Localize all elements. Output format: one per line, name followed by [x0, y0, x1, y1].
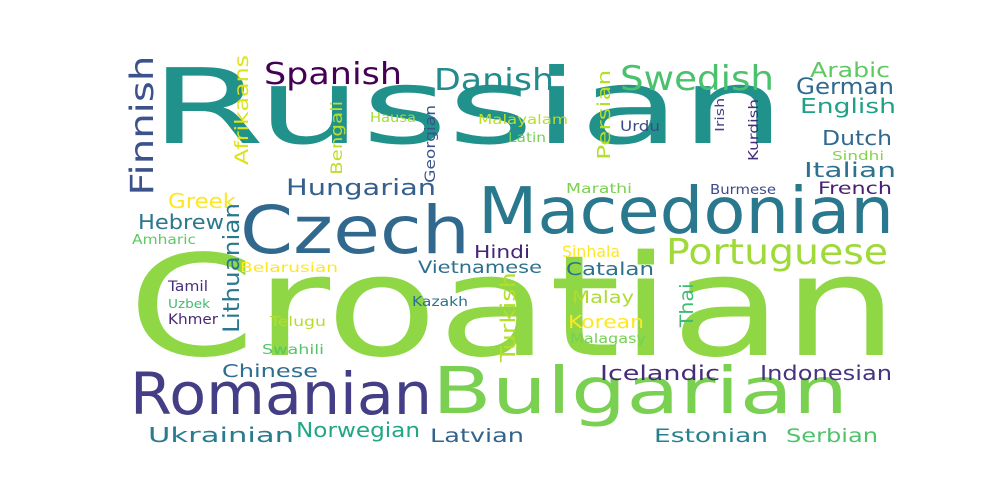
word-kurdish: Kurdish — [747, 99, 762, 162]
word-macedonian: Macedonian — [478, 175, 894, 249]
word-malagasy: Malagasy — [570, 332, 647, 347]
word-ukrainian: Ukrainian — [148, 423, 294, 447]
word-amharic: Amharic — [132, 233, 197, 248]
word-uzbek: Uzbek — [168, 297, 210, 311]
word-danish: Danish — [434, 63, 555, 98]
word-latvian: Latvian — [430, 425, 525, 447]
word-urdu: Urdu — [620, 119, 661, 135]
word-dutch: Dutch — [822, 126, 893, 150]
word-kazakh: Kazakh — [412, 295, 469, 310]
word-portuguese: Portuguese — [666, 232, 888, 273]
word-bulgarian: Bulgarian — [432, 355, 849, 429]
word-korean: Korean — [568, 312, 644, 333]
word-persian: Persian — [594, 69, 615, 160]
word-latin: Latin — [508, 131, 547, 146]
word-indonesian: Indonesian — [760, 361, 893, 385]
word-romanian: Romanian — [130, 360, 433, 428]
word-hindi: Hindi — [474, 242, 531, 263]
word-icelandic: Icelandic — [600, 361, 720, 385]
word-tamil: Tamil — [168, 279, 209, 295]
word-estonian: Estonian — [654, 425, 769, 447]
word-irish: Irish — [713, 97, 727, 132]
word-hungarian: Hungarian — [286, 176, 437, 201]
word-georgian: Georgian — [423, 104, 439, 183]
word-malay: Malay — [572, 288, 635, 308]
word-bengali: Bengali — [327, 100, 346, 175]
word-sinhala: Sinhala — [562, 242, 620, 261]
word-hebrew: Hebrew — [138, 210, 224, 234]
word-arabic: Arabic — [810, 58, 891, 82]
word-english: English — [800, 94, 896, 118]
word-telugu: Telugu — [270, 315, 327, 330]
word-sindhi: Sindhi — [832, 149, 885, 163]
word-turkish: Turkish — [496, 272, 520, 363]
word-burmese: Burmese — [710, 183, 777, 198]
word-belarusian: Belarusian — [240, 261, 338, 276]
word-spanish: Spanish — [264, 57, 403, 92]
word-serbian: Serbian — [786, 425, 878, 447]
word-hausa: Hausa — [370, 111, 417, 126]
word-czech: Czech — [240, 192, 470, 269]
word-finnish: Finnish — [123, 55, 161, 196]
word-croatian: Croatian — [128, 226, 899, 389]
word-marathi: Marathi — [566, 182, 633, 197]
word-german: German — [796, 75, 894, 100]
word-malayalam: Malayalam — [478, 113, 569, 128]
word-afrikaans: Afrikaans — [231, 55, 253, 165]
word-chinese: Chinese — [222, 361, 319, 382]
word-swahili: Swahili — [262, 343, 325, 358]
word-khmer: Khmer — [168, 312, 219, 328]
word-swedish: Swedish — [620, 59, 774, 99]
word-french: French — [818, 179, 892, 199]
word-russian: Russian — [150, 46, 786, 168]
word-catalan: Catalan — [566, 259, 655, 280]
word-italian: Italian — [804, 158, 897, 182]
word-greek: Greek — [168, 189, 236, 213]
word-norwegian: Norwegian — [296, 418, 420, 442]
word-vietnamese: Vietnamese — [418, 258, 542, 278]
word-thai: Thai — [676, 283, 698, 328]
